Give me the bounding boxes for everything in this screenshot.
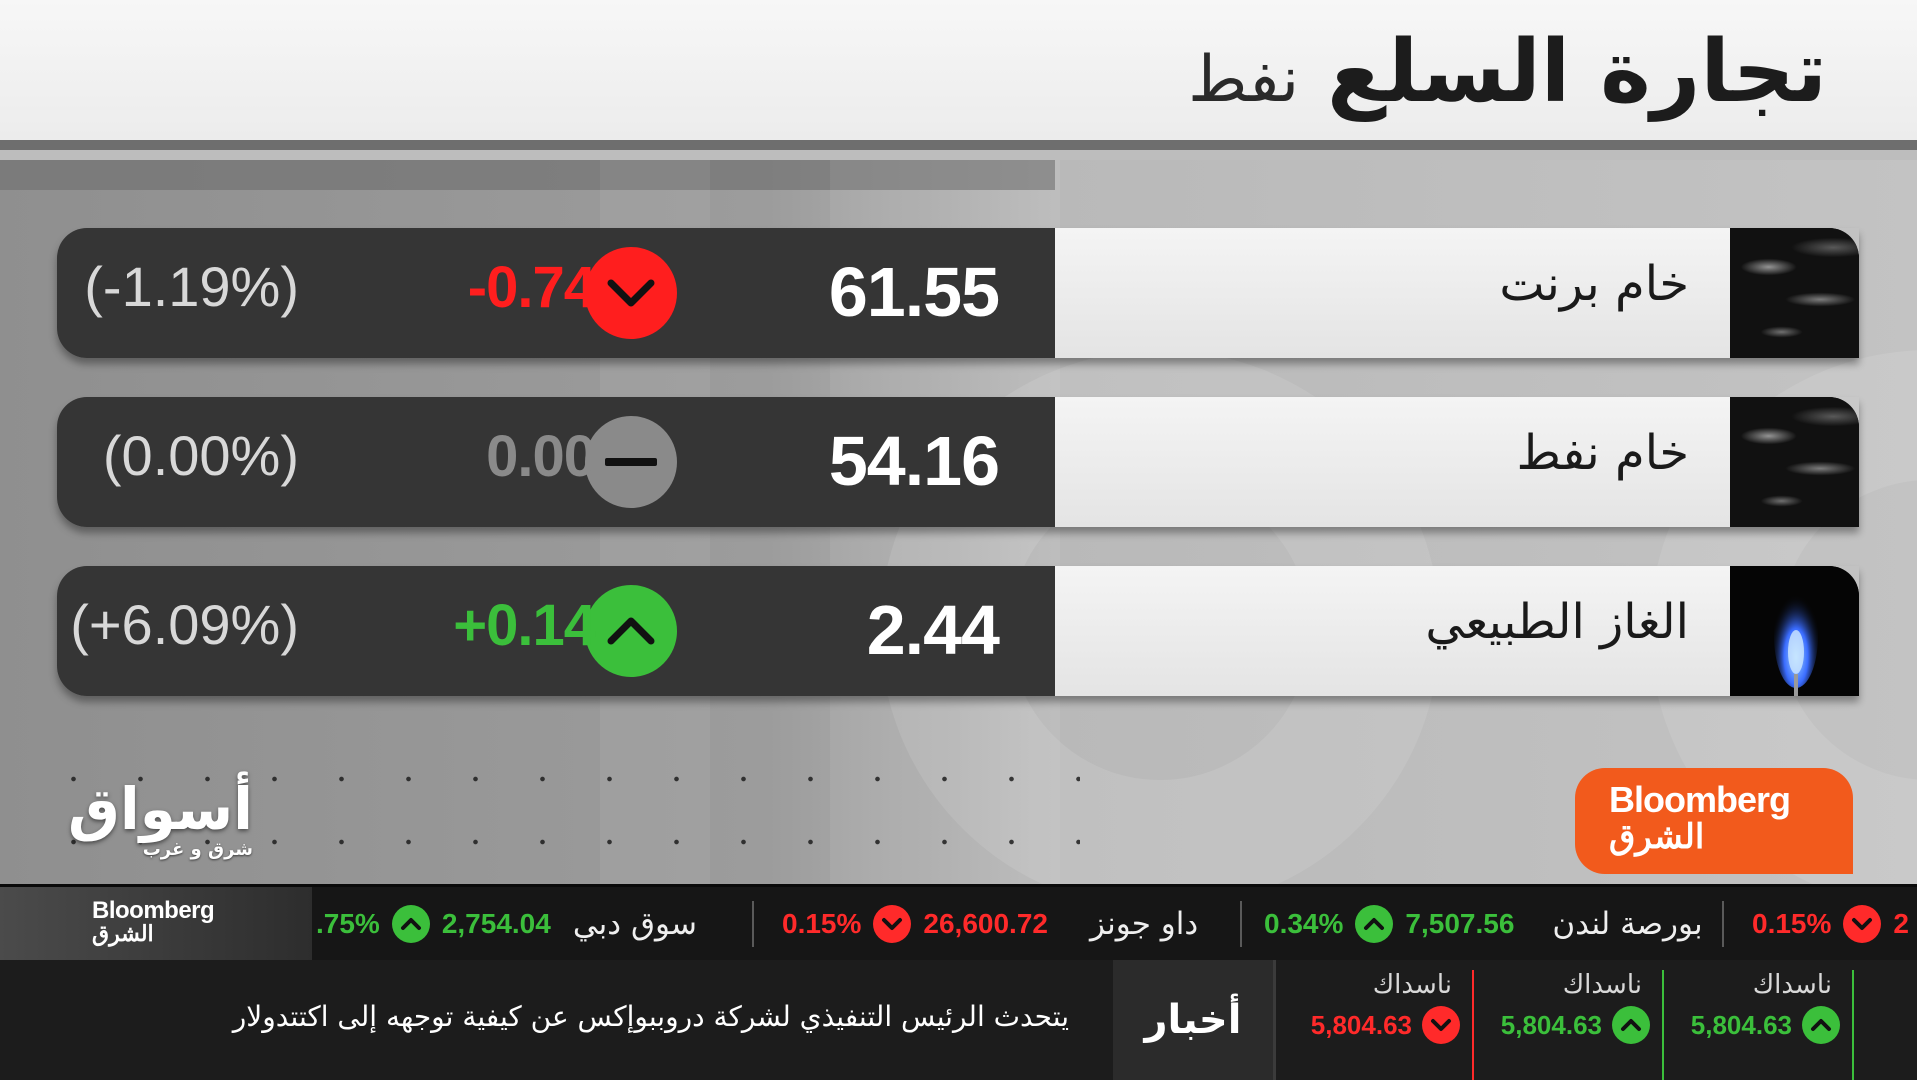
chevron-up-icon xyxy=(1802,1006,1840,1044)
index-value: 5,804.63 xyxy=(1690,1009,1792,1040)
ticker-percent: 0.15% xyxy=(782,907,862,939)
index-value: 5,804.63 xyxy=(1500,1009,1602,1040)
dot-row xyxy=(40,837,1080,847)
ticker-item[interactable]: 0.15% 26,600.72 داو جونز xyxy=(782,887,1198,960)
header-bar: تجارة السلع نفط xyxy=(0,0,1917,150)
logo-text-en: Bloomberg xyxy=(1609,779,1791,820)
gas-flame-image xyxy=(1730,566,1859,696)
commodity-change-percent: (0.00%) xyxy=(102,424,299,487)
commodity-price: 61.55 xyxy=(828,253,1000,331)
card-accent-line xyxy=(1662,970,1664,1080)
card-accent-line xyxy=(1472,970,1474,1080)
index-name: ناسداك xyxy=(1752,970,1832,1000)
ticker-bloomberg-logo: Bloomberg الشرق xyxy=(0,887,312,960)
row-name-panel xyxy=(1055,397,1730,527)
oil-surface-image xyxy=(1730,228,1859,358)
index-value-row: 5,804.63 xyxy=(1691,1006,1840,1044)
title-group: تجارة السلع نفط xyxy=(1188,22,1827,122)
chevron-up-icon xyxy=(1355,904,1394,943)
index-name: ناسداك xyxy=(1562,970,1642,1000)
aswaq-logo-sub: شرق و غرب xyxy=(142,839,253,860)
ticker-name: داو جونز xyxy=(1089,905,1199,942)
ticker-name: سوق دبي xyxy=(572,905,697,942)
commodity-name: الغاز الطبيعي xyxy=(1425,594,1689,650)
logo-text-ar: الشرق xyxy=(92,921,154,946)
ticker-separator xyxy=(1240,901,1242,947)
background-band xyxy=(0,160,1055,190)
index-value: 5,804.63 xyxy=(1310,1009,1412,1040)
commodity-row-crude[interactable]: خام نفط 54.16 0.00 (0.00%) xyxy=(57,397,1859,527)
logo-text-en: Bloomberg xyxy=(92,897,215,924)
news-label: أخبار xyxy=(1113,960,1273,1080)
row-value-panel xyxy=(57,228,1055,358)
commodity-row-brent[interactable]: خام برنت 61.55 -0.74 (-1.19%) xyxy=(57,228,1859,358)
news-divider xyxy=(1273,960,1276,1080)
ticker-item[interactable]: 0.34% 7,507.56 بورصة لندن xyxy=(1264,887,1703,960)
commodity-row-natural-gas[interactable]: الغاز الطبيعي 2.44 +0.14 (+6.09%) xyxy=(57,566,1859,696)
ticker-separator xyxy=(1722,901,1724,947)
ticker-item[interactable]: .75% 2,754.04 سوق دبي xyxy=(316,887,697,960)
commodity-change: +0.14 xyxy=(453,593,596,658)
commodity-change: 0.00 xyxy=(486,424,596,489)
aswaq-logo-main: أسواق xyxy=(67,775,253,843)
logo-text-ar: الشرق xyxy=(1609,818,1705,856)
news-headline[interactable]: يتحدث الرئيس التنفيذي لشركة دروببوإكس عن… xyxy=(232,1000,1069,1033)
bloomberg-asharq-logo: Bloomberg الشرق xyxy=(1575,768,1853,874)
ticker-item[interactable]: 0.15% 2 xyxy=(1752,887,1909,960)
oil-surface-image xyxy=(1730,397,1859,527)
chevron-up-icon xyxy=(1612,1006,1650,1044)
row-value-panel xyxy=(57,397,1055,527)
ticker-name: بورصة لندن xyxy=(1552,905,1703,942)
chevron-down-icon xyxy=(873,904,912,943)
chevron-down-icon xyxy=(1422,1006,1460,1044)
ticker-percent: 0.34% xyxy=(1264,907,1344,939)
commodity-name: خام برنت xyxy=(1499,256,1689,312)
chevron-down-icon xyxy=(1843,904,1882,943)
commodity-price: 54.16 xyxy=(828,422,1000,500)
index-card[interactable]: ناسداك 5,804.63 xyxy=(1286,960,1474,1080)
page-title: تجارة السلع xyxy=(1327,22,1827,122)
ticker-value: 26,600.72 xyxy=(923,907,1048,939)
news-bar: يتحدث الرئيس التنفيذي لشركة دروببوإكس عن… xyxy=(0,960,1917,1080)
dot-row xyxy=(40,774,1080,784)
row-name-panel xyxy=(1055,566,1730,696)
row-name-panel xyxy=(1055,228,1730,358)
ticker-value: 7,507.56 xyxy=(1405,907,1515,939)
row-value-panel xyxy=(57,566,1055,696)
index-value-row: 5,804.63 xyxy=(1501,1006,1650,1044)
commodity-name: خام نفط xyxy=(1516,425,1689,481)
chevron-up-icon xyxy=(391,904,430,943)
commodity-change-percent: (+6.09%) xyxy=(70,593,299,656)
minus-icon xyxy=(585,416,677,508)
index-card[interactable]: ناسداك 5,804.63 xyxy=(1666,960,1854,1080)
market-ticker: .75% 2,754.04 سوق دبي 0.15% 26,600.72 دا… xyxy=(0,884,1917,960)
card-accent-line xyxy=(1852,970,1854,1080)
commodity-change: -0.74 xyxy=(467,255,596,320)
page-subtitle: نفط xyxy=(1188,43,1300,117)
index-name: ناسداك xyxy=(1372,970,1452,1000)
chevron-down-icon xyxy=(585,247,677,339)
chevron-up-icon xyxy=(585,585,677,677)
ticker-value: 2,754.04 xyxy=(441,907,551,939)
ticker-percent: .75% xyxy=(316,907,380,939)
ticker-value: 2 xyxy=(1893,907,1909,939)
aswaq-logo: أسواق شرق و غرب xyxy=(67,775,253,878)
commodity-price: 2.44 xyxy=(866,591,1000,669)
index-value-row: 5,804.63 xyxy=(1311,1006,1460,1044)
index-card[interactable]: ناسداك 5,804.63 xyxy=(1476,960,1664,1080)
commodity-change-percent: (-1.19%) xyxy=(84,255,299,318)
ticker-separator xyxy=(752,901,754,947)
ticker-percent: 0.15% xyxy=(1752,907,1832,939)
